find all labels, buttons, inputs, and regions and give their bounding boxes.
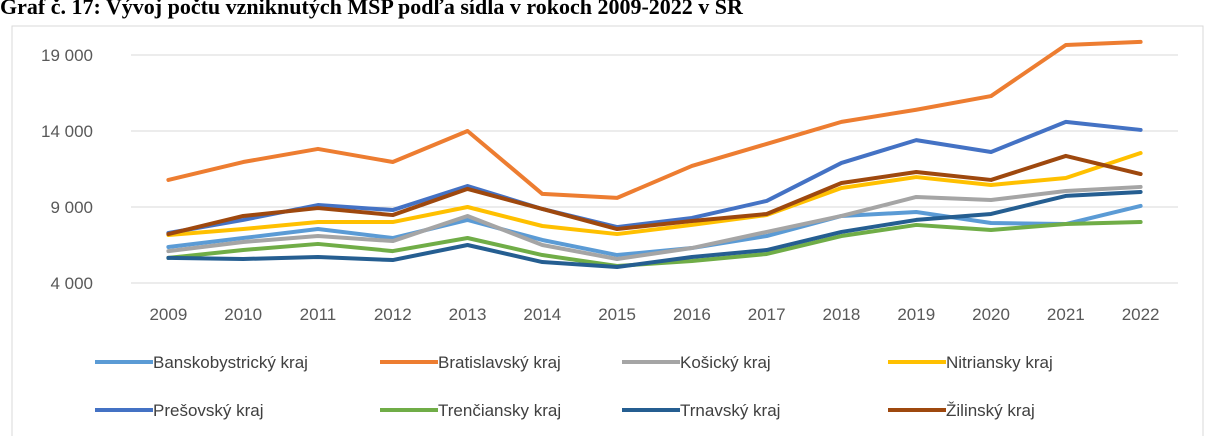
x-tick-label: 2009 bbox=[149, 305, 187, 324]
x-tick-label: 2021 bbox=[1047, 305, 1085, 324]
chart-title: Graf č. 17: Vývoj počtu vzniknutých MSP … bbox=[0, 0, 744, 19]
y-tick-label: 19 000 bbox=[41, 46, 93, 65]
y-tick-label: 9 000 bbox=[50, 198, 93, 217]
y-tick-label: 14 000 bbox=[41, 122, 93, 141]
x-tick-label: 2012 bbox=[374, 305, 412, 324]
series-line bbox=[166, 119, 1143, 235]
x-tick-label: 2016 bbox=[673, 305, 711, 324]
x-tick-label: 2020 bbox=[972, 305, 1010, 324]
y-tick-label: 4 000 bbox=[50, 274, 93, 293]
x-tick-label: 2019 bbox=[897, 305, 935, 324]
series-line bbox=[166, 39, 1143, 200]
x-tick-label: 2015 bbox=[598, 305, 636, 324]
x-tick-label: 2017 bbox=[748, 305, 786, 324]
legend-label: Košický kraj bbox=[680, 353, 771, 372]
legend-label: Bratislavský kraj bbox=[438, 353, 561, 372]
x-tick-label: 2011 bbox=[300, 305, 337, 324]
x-tick-label: 2010 bbox=[224, 305, 262, 324]
legend-label: Prešovský kraj bbox=[153, 401, 264, 420]
legend-label: Nitriansky kraj bbox=[946, 353, 1053, 372]
x-tick-label: 2018 bbox=[823, 305, 861, 324]
chart-frame bbox=[11, 25, 1204, 436]
series-line bbox=[166, 151, 1143, 237]
legend-label: Trnavský kraj bbox=[680, 401, 780, 420]
legend-label: Žilinský kraj bbox=[946, 401, 1035, 420]
legend-label: Banskobystrický kraj bbox=[153, 353, 308, 372]
x-tick-label: 2014 bbox=[523, 305, 561, 324]
legend-label: Trenčiansky kraj bbox=[438, 401, 561, 420]
x-tick-label: 2013 bbox=[449, 305, 487, 324]
series-line bbox=[166, 189, 1143, 270]
x-tick-label: 2022 bbox=[1122, 305, 1160, 324]
series-line bbox=[166, 184, 1143, 261]
series-line bbox=[166, 153, 1143, 237]
